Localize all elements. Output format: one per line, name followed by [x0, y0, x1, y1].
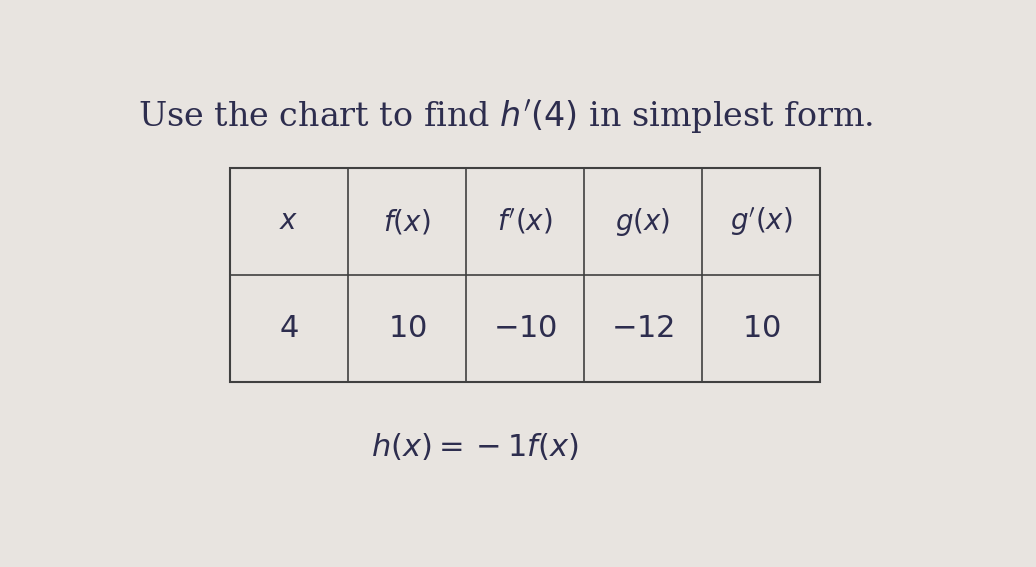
Text: $g'(x)$: $g'(x)$	[729, 206, 793, 238]
Text: $g(x)$: $g(x)$	[615, 206, 670, 238]
Text: $-10$: $-10$	[493, 314, 557, 344]
Text: $10$: $10$	[742, 314, 780, 344]
Text: $10$: $10$	[387, 314, 426, 344]
Text: $-12$: $-12$	[611, 314, 674, 344]
Text: $h(x) = -1f(x)$: $h(x) = -1f(x)$	[371, 433, 578, 463]
Text: Use the chart to find $h'(4)$ in simplest form.: Use the chart to find $h'(4)$ in simples…	[138, 99, 872, 136]
Text: $4$: $4$	[279, 314, 298, 344]
Text: $x$: $x$	[279, 209, 298, 235]
Text: $f'(x)$: $f'(x)$	[497, 207, 553, 236]
Text: $f(x)$: $f(x)$	[383, 208, 431, 236]
